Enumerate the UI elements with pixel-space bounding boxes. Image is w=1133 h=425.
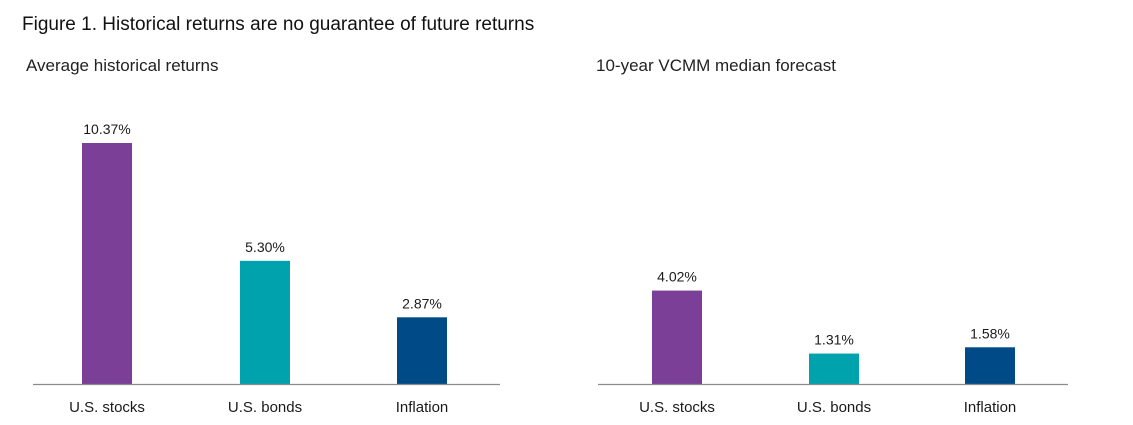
left-chart-title: Average historical returns [26, 56, 219, 75]
left-value-label: 5.30% [245, 239, 285, 255]
right-bar-u-s-stocks [652, 290, 702, 384]
right-bar-inflation [965, 347, 1015, 384]
right-value-label: 1.58% [970, 325, 1010, 341]
right-value-label: 4.02% [657, 269, 697, 285]
right-chart-title: 10-year VCMM median forecast [596, 56, 836, 75]
left-bar-u-s-bonds [240, 260, 290, 384]
left-bar-inflation [397, 317, 447, 384]
right-category-label: U.S. bonds [797, 399, 871, 416]
right-category-label: U.S. stocks [639, 399, 715, 416]
left-bar-u-s-stocks [82, 143, 132, 384]
left-category-label: Inflation [396, 399, 449, 416]
right-value-label: 1.31% [814, 332, 854, 348]
right-bar-u-s-bonds [809, 353, 859, 384]
left-category-label: U.S. bonds [228, 399, 302, 416]
right-category-label: Inflation [964, 399, 1017, 416]
figure-title: Figure 1. Historical returns are no guar… [22, 14, 535, 35]
left-category-label: U.S. stocks [69, 399, 145, 416]
left-value-label: 2.87% [402, 295, 442, 311]
left-value-label: 10.37% [83, 121, 130, 137]
